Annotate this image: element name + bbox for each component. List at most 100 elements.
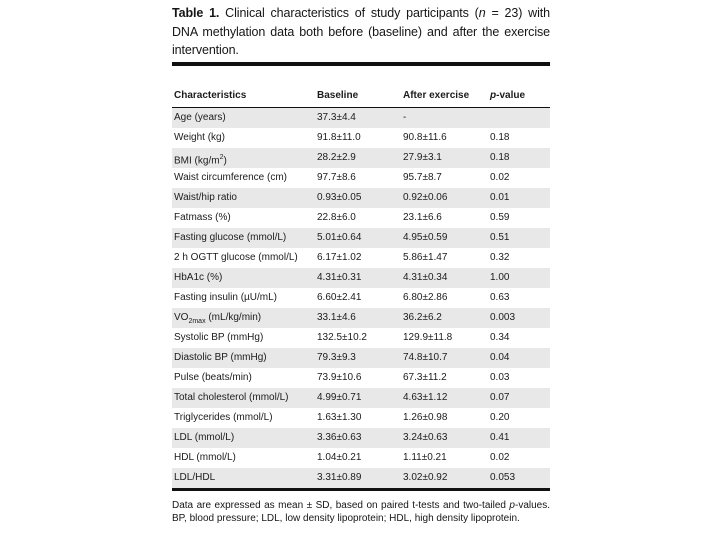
cell-characteristic: 2 h OGTT glucose (mmol/L) xyxy=(174,252,298,263)
cell-p-value: 0.51 xyxy=(490,232,510,243)
cell-characteristic: Triglycerides (mmol/L) xyxy=(174,412,273,423)
table-row: Fatmass (%) 22.8±6.0 23.1±6.6 0.59 xyxy=(172,208,550,228)
cell-p-value: 0.18 xyxy=(490,132,510,143)
cell-baseline: 4.31±0.31 xyxy=(317,272,362,283)
cell-p-value: 0.04 xyxy=(490,352,510,363)
cell-characteristic: HDL (mmol/L) xyxy=(174,452,236,463)
header-rule xyxy=(172,106,550,108)
table-row: Waist/hip ratio 0.93±0.05 0.92±0.06 0.01 xyxy=(172,188,550,208)
table-row: HDL (mmol/L) 1.04±0.21 1.11±0.21 0.02 xyxy=(172,448,550,468)
cell-p-value: 0.18 xyxy=(490,152,510,163)
cell-baseline: 22.8±6.0 xyxy=(317,212,356,223)
table-row: Pulse (beats/min) 73.9±10.6 67.3±11.2 0.03 xyxy=(172,368,550,388)
header-after-exercise: After exercise xyxy=(403,89,470,101)
cell-p-value: 0.053 xyxy=(490,472,516,483)
cell-p-value: 0.03 xyxy=(490,372,510,383)
cell-characteristic: Waist/hip ratio xyxy=(174,192,237,203)
cell-after-exercise: 3.24±0.63 xyxy=(403,432,448,443)
cell-p-value: 0.63 xyxy=(490,292,510,303)
cell-characteristic: Weight (kg) xyxy=(174,132,225,143)
cell-after-exercise: 129.9±11.8 xyxy=(403,332,453,343)
table-row: Systolic BP (mmHg) 132.5±10.2 129.9±11.8 0.… xyxy=(172,328,550,348)
table-title-n: n xyxy=(478,6,486,20)
cell-after-exercise: 0.92±0.06 xyxy=(403,192,448,203)
table-title-post: = 23) with DNA methylation data both bef… xyxy=(172,6,550,57)
header-baseline: Baseline xyxy=(317,89,359,101)
cell-after-exercise: 6.80±2.86 xyxy=(403,292,448,303)
footnote-pre: Data are expressed as mean ± SD, based o… xyxy=(172,500,510,511)
table-title-label: Table 1. xyxy=(172,6,220,20)
table-row: Total cholesterol (mmol/L) 4.99±0.71 4.63±… xyxy=(172,388,550,408)
cell-characteristic: Total cholesterol (mmol/L) xyxy=(174,392,289,403)
cell-characteristic: Pulse (beats/min) xyxy=(174,372,252,383)
table-title-pre: Clinical characteristics of study partic… xyxy=(219,6,479,20)
cell-after-exercise: 23.1±6.6 xyxy=(403,212,442,223)
header-p-rest: -value xyxy=(496,89,526,101)
cell-characteristic: Fasting insulin (µU/mL) xyxy=(174,292,278,303)
cell-after-exercise: 5.86±1.47 xyxy=(403,252,448,263)
cell-after-exercise: 4.63±1.12 xyxy=(403,392,448,403)
cell-after-exercise: 4.31±0.34 xyxy=(403,272,448,283)
cell-after-exercise: 27.9±3.1 xyxy=(403,152,442,163)
cell-characteristic: LDL (mmol/L) xyxy=(174,432,235,443)
cell-after-exercise: 90.8±11.6 xyxy=(403,132,447,143)
cell-baseline: 91.8±11.0 xyxy=(317,132,361,143)
table-row: Waist circumference (cm) 97.7±8.6 95.7±8.7… xyxy=(172,168,550,188)
table-row: Age (years) 37.3±4.4 - xyxy=(172,108,550,128)
table-row: LDL (mmol/L) 3.36±0.63 3.24±0.63 0.41 xyxy=(172,428,550,448)
cell-baseline: 3.31±0.89 xyxy=(317,472,362,483)
cell-p-value: 0.20 xyxy=(490,412,510,423)
table-footnote: Data are expressed as mean ± SD, based o… xyxy=(172,499,550,526)
cell-baseline: 6.17±1.02 xyxy=(317,252,362,263)
cell-baseline: 97.7±8.6 xyxy=(317,172,356,183)
cell-p-value: 0.02 xyxy=(490,172,510,183)
cell-after-exercise: 36.2±6.2 xyxy=(403,312,442,323)
table-title: Table 1. Clinical characteristics of stu… xyxy=(172,4,550,60)
table-row: Fasting insulin (µU/mL) 6.60±2.41 6.80±2.8… xyxy=(172,288,550,308)
cell-p-value: 1.00 xyxy=(490,272,510,283)
cell-characteristic: VO2max (mL/kg/min) xyxy=(174,312,262,325)
cell-baseline: 0.93±0.05 xyxy=(317,192,362,203)
cell-characteristic: LDL/HDL xyxy=(174,472,216,483)
table-row: 2 h OGTT glucose (mmol/L) 6.17±1.02 5.86±1… xyxy=(172,248,550,268)
cell-p-value: 0.003 xyxy=(490,312,516,323)
cell-baseline: 5.01±0.64 xyxy=(317,232,362,243)
table-row: Triglycerides (mmol/L) 1.63±1.30 1.26±0.98… xyxy=(172,408,550,428)
table-1-block: Table 1. Clinical characteristics of stu… xyxy=(172,4,550,526)
cell-p-value: 0.59 xyxy=(490,212,510,223)
footnote-p-italic: p xyxy=(509,500,515,511)
table-row: LDL/HDL 3.31±0.89 3.02±0.92 0.053 xyxy=(172,468,550,488)
cell-baseline: 4.99±0.71 xyxy=(317,392,362,403)
header-characteristics: Characteristics xyxy=(174,89,247,101)
cell-after-exercise: 1.11±0.21 xyxy=(403,452,447,463)
cell-after-exercise: 3.02±0.92 xyxy=(403,472,448,483)
cell-after-exercise: 1.26±0.98 xyxy=(403,412,448,423)
table-row: VO2max (mL/kg/min) 33.1±4.6 36.2±6.2 0.003 xyxy=(172,308,550,328)
header-p-italic: p xyxy=(490,89,497,101)
table-row: Diastolic BP (mmHg) 79.3±9.3 74.8±10.7 0.04 xyxy=(172,348,550,368)
table-body: Age (years) 37.3±4.4 - Weight (kg) 91.8±11.0… xyxy=(172,108,550,488)
cell-baseline: 28.2±2.9 xyxy=(317,152,356,163)
cell-p-value: 0.41 xyxy=(490,432,510,443)
table-row: Weight (kg) 91.8±11.0 90.8±11.6 0.18 xyxy=(172,128,550,148)
cell-after-exercise: - xyxy=(403,112,407,123)
cell-baseline: 79.3±9.3 xyxy=(317,352,356,363)
cell-p-value: 0.07 xyxy=(490,392,510,403)
cell-p-value: 0.34 xyxy=(490,332,510,343)
cell-after-exercise: 74.8±10.7 xyxy=(403,352,448,363)
table-row: BMI (kg/m2) 28.2±2.9 27.9±3.1 0.18 xyxy=(172,148,550,168)
cell-characteristic: Waist circumference (cm) xyxy=(174,172,287,183)
bottom-rule xyxy=(172,488,550,491)
cell-after-exercise: 4.95±0.59 xyxy=(403,232,448,243)
header-p-value: p-value xyxy=(488,89,550,103)
cell-characteristic: Age (years) xyxy=(174,112,226,123)
cell-baseline: 33.1±4.6 xyxy=(317,312,356,323)
table-row: HbA1c (%) 4.31±0.31 4.31±0.34 1.00 xyxy=(172,268,550,288)
cell-after-exercise: 95.7±8.7 xyxy=(403,172,442,183)
cell-characteristic: BMI (kg/m2) xyxy=(174,154,227,167)
cell-p-value: 0.02 xyxy=(490,452,510,463)
cell-baseline: 132.5±10.2 xyxy=(317,332,367,343)
footnote-post: -values. BP, blood pressure; LDL, low de… xyxy=(172,500,550,525)
cell-baseline: 3.36±0.63 xyxy=(317,432,362,443)
cell-baseline: 73.9±10.6 xyxy=(317,372,362,383)
